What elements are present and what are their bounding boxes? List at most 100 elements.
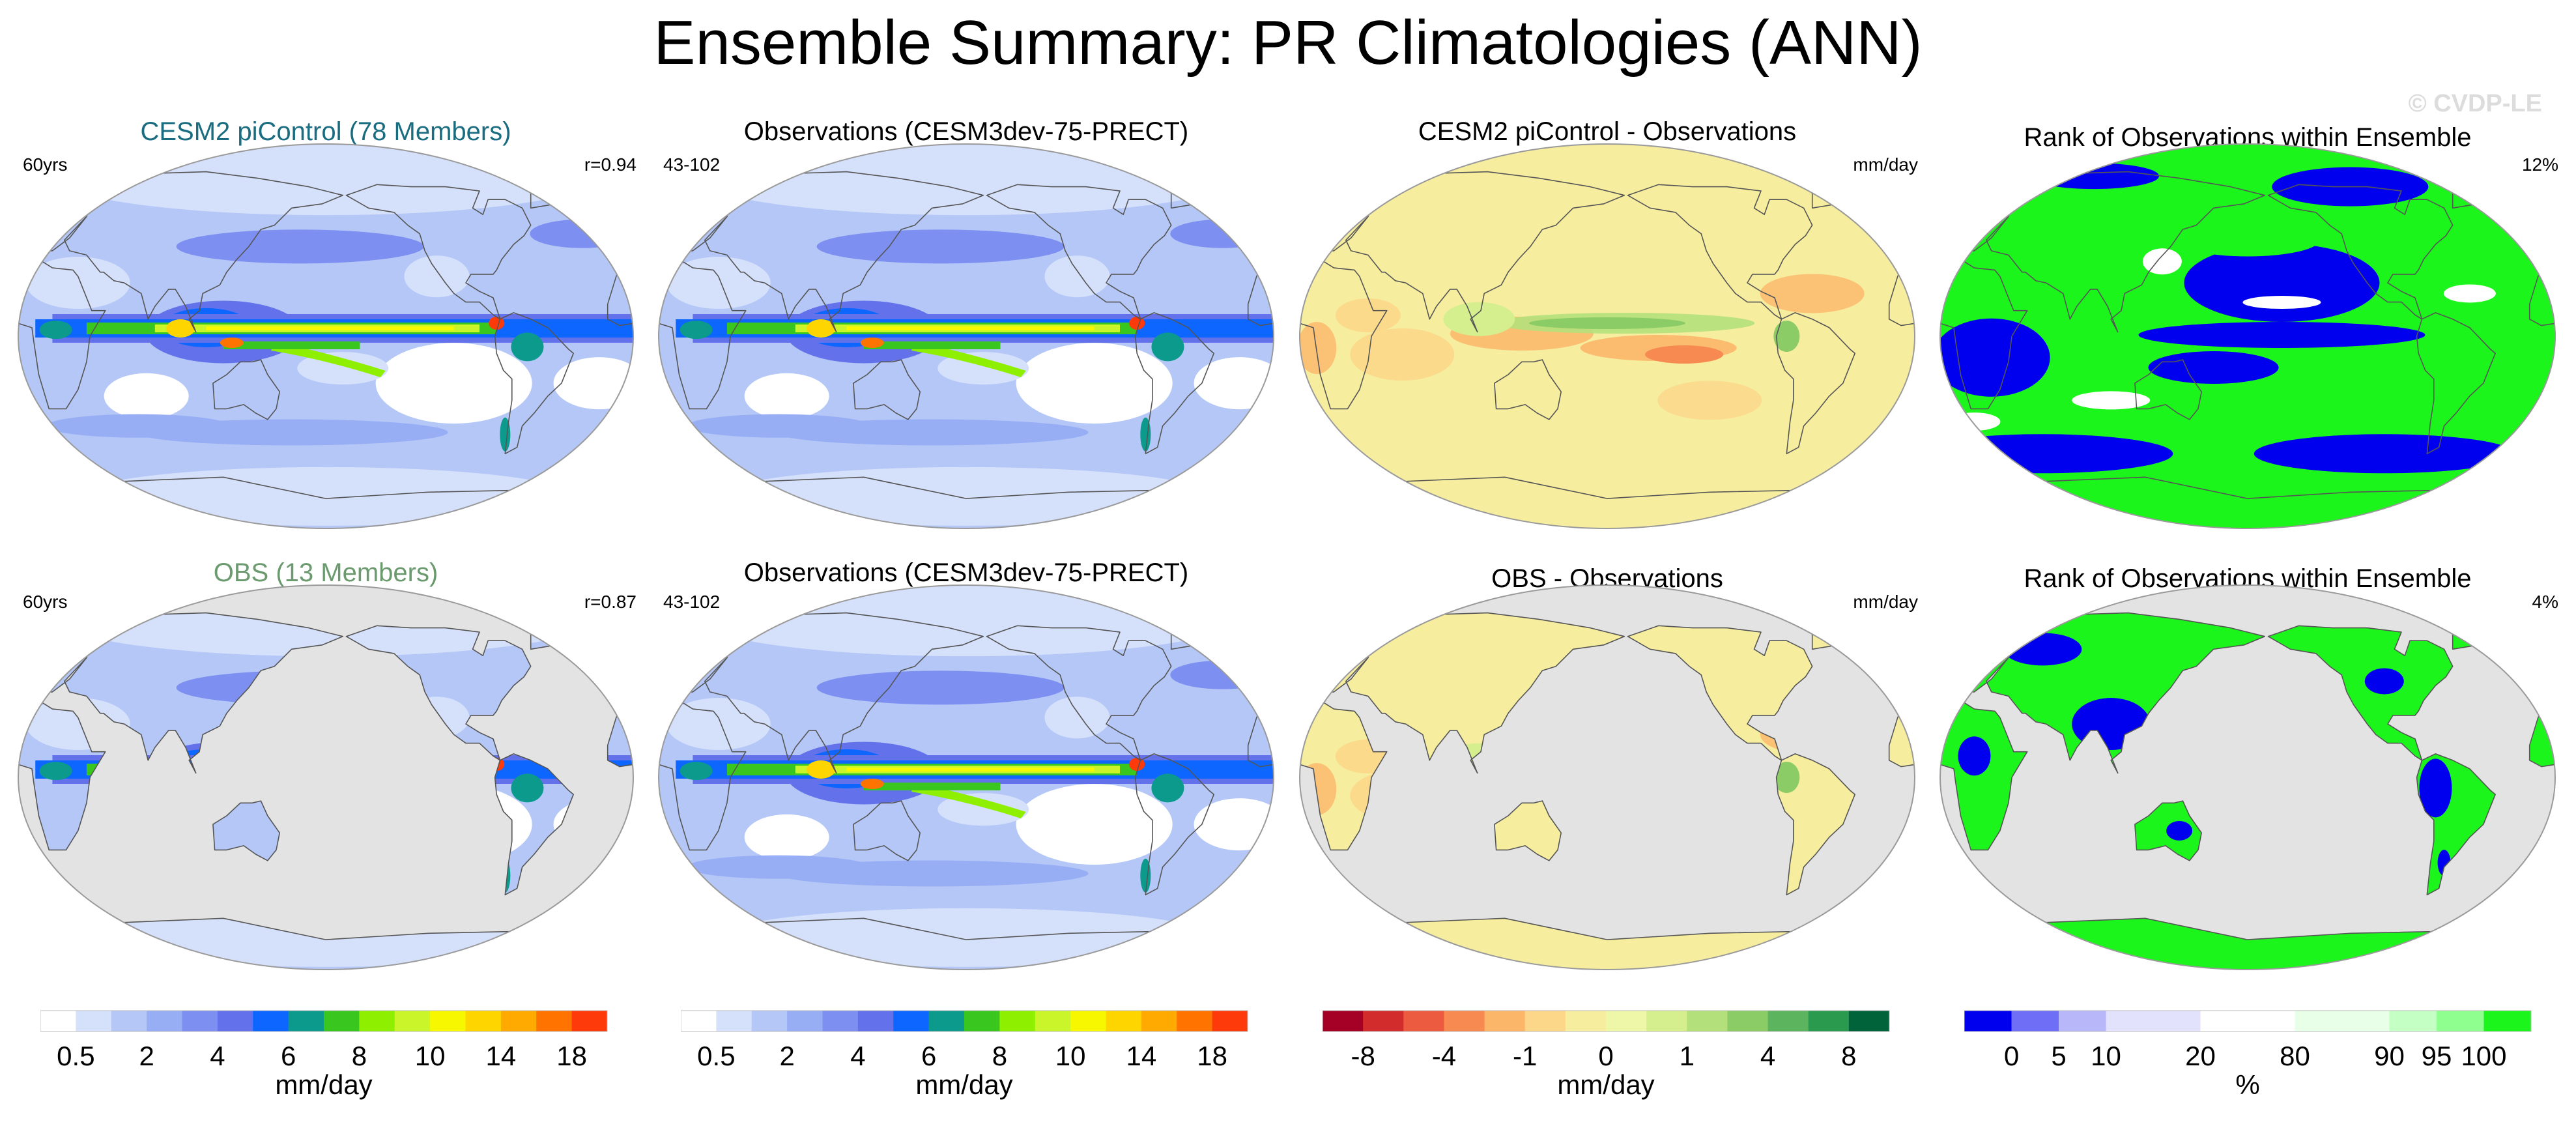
colorbar-swatch: [1035, 1011, 1071, 1031]
colorbar-tick-label: -1: [1513, 1041, 1537, 1071]
colorbar-swatch: [2059, 1011, 2106, 1031]
panel-title: CESM2 piControl (78 Members): [140, 117, 511, 146]
colorbar-swatch: [2295, 1011, 2343, 1031]
colorbar-swatch: [2011, 1011, 2059, 1031]
panel-units-label: mm/day: [1853, 592, 1918, 612]
colorbar-tick-label: -4: [1432, 1041, 1456, 1071]
map-field: [18, 144, 633, 528]
colorbar-unit-label: mm/day: [915, 1069, 1012, 1100]
colorbar-swatch: [430, 1011, 466, 1031]
colorbar-swatch: [1606, 1011, 1647, 1031]
colorbar-tick-label: 8: [1841, 1041, 1856, 1071]
colorbar-swatch: [359, 1011, 395, 1031]
colorbar-tick-label: 90: [2374, 1041, 2405, 1071]
colorbar-tick-label: 0.5: [57, 1041, 94, 1071]
colorbar-swatch: [2389, 1011, 2437, 1031]
precip-map: [18, 143, 634, 529]
colorbar-swatch: [1177, 1011, 1213, 1031]
colorbar-tick-label: 0: [1598, 1041, 1613, 1071]
colorbar-swatch: [857, 1011, 894, 1031]
colorbar-swatch: [1363, 1011, 1404, 1031]
colorbar-tick-label: 6: [281, 1041, 296, 1071]
colorbar-swatch: [893, 1011, 930, 1031]
colorbar-swatch: [1403, 1011, 1444, 1031]
watermark-text: © CVDP-LE: [2408, 90, 2542, 117]
panel-years-label: 60yrs: [23, 154, 68, 175]
panel-years-label: 43-102: [663, 154, 721, 175]
panel-correlation-label: r=0.94: [584, 154, 637, 175]
panel-years-label: 43-102: [663, 592, 721, 612]
colorbar-tick-label: 14: [486, 1041, 517, 1071]
panel-years-label: 60yrs: [23, 592, 68, 612]
colorbar-tick-label: 8: [352, 1041, 367, 1071]
colorbar-swatch: [787, 1011, 823, 1031]
colorbar-swatch: [76, 1011, 112, 1031]
colorbar-unit-label: mm/day: [275, 1069, 372, 1100]
colorbar-precip-2: 0.5 2 4 6 8 10 14 18 mm/day: [681, 1007, 1267, 1124]
precip-map: [18, 584, 634, 970]
panel-obs-ensemble-climatology: OBS (13 Members) 60yrs r=0.87: [10, 557, 642, 981]
colorbar-swatch: [1848, 1011, 1890, 1031]
colorbar-frame: [681, 1010, 1248, 1032]
colorbar-unit-label: mm/day: [1557, 1069, 1654, 1100]
colorbar-frame: [1323, 1010, 1890, 1032]
colorbar-swatch: [2248, 1011, 2295, 1031]
colorbar-swatch: [147, 1011, 182, 1031]
precip-map: [658, 143, 1274, 529]
colorbar-swatch: [536, 1011, 573, 1031]
colorbar-tick-label: 18: [1197, 1041, 1227, 1071]
colorbar-swatch: [1964, 1011, 2012, 1031]
panel-rank-row2: Rank of Observations within Ensemble 4%: [1932, 557, 2564, 981]
colorbar-tick-label: 4: [210, 1041, 225, 1071]
map-field: [1300, 585, 1915, 970]
colorbar-swatch: [1646, 1011, 1687, 1031]
colorbar-tick-label: 1: [1680, 1041, 1695, 1071]
panel-observations-climatology: Observations (CESM3dev-75-PRECT) 43-102: [650, 116, 1282, 540]
colorbar-swatch: [1727, 1011, 1769, 1031]
colorbar-swatch: [182, 1011, 218, 1031]
panel-title: CESM2 piControl - Observations: [1418, 117, 1797, 146]
panel-correlation-label: r=0.87: [584, 592, 637, 612]
colorbar-swatch: [111, 1011, 147, 1031]
colorbar-tick-label: 20: [2185, 1041, 2216, 1071]
colorbar-tick-label: 0.5: [697, 1041, 735, 1071]
ocean-mask: [18, 585, 633, 970]
colorbar-swatch: [1808, 1011, 1850, 1031]
colorbar-swatch: [40, 1011, 76, 1031]
colorbar-tick-label: 2: [139, 1041, 154, 1071]
colorbar-swatch: [1444, 1011, 1485, 1031]
colorbar-tick-label: 6: [921, 1041, 936, 1071]
colorbar-swatch: [288, 1011, 324, 1031]
colorbar-swatch: [324, 1011, 360, 1031]
colorbar-tick-label: 14: [1126, 1041, 1157, 1071]
panel-title: Observations (CESM3dev-75-PRECT): [743, 117, 1189, 146]
colorbar-swatch: [1141, 1011, 1177, 1031]
colorbar-tick-label: 18: [556, 1041, 587, 1071]
colorbar-swatch: [1565, 1011, 1607, 1031]
colorbar-tick-label: 10: [1055, 1041, 1086, 1071]
colorbar-swatch: [2106, 1011, 2154, 1031]
colorbar-swatch: [217, 1011, 253, 1031]
map-field: [1940, 585, 2555, 970]
colorbar-tick-label: 8: [992, 1041, 1007, 1071]
colorbar-swatch: [2437, 1011, 2484, 1031]
rank-map: [1939, 143, 2556, 529]
map-field: [18, 585, 633, 970]
colorbar-tick-label: 0: [2004, 1041, 2019, 1071]
colorbar-tick-label: 4: [1760, 1041, 1775, 1071]
precip-map: [658, 584, 1274, 970]
colorbar-frame: [40, 1010, 608, 1032]
colorbar-swatch: [751, 1011, 788, 1031]
colorbar-swatch: [1767, 1011, 1809, 1031]
colorbar-tick-label: -8: [1351, 1041, 1375, 1071]
colorbar-precip-1: 0.5 2 4 6 8 10 14 18 mm/day: [40, 1007, 627, 1124]
colorbar-swatch: [964, 1011, 1000, 1031]
colorbar-tick-label: 4: [850, 1041, 865, 1071]
colorbar-unit-label: %: [2235, 1069, 2259, 1100]
panel-units-label: mm/day: [1853, 154, 1918, 175]
colorbar-swatch: [500, 1011, 537, 1031]
panel-rank-percent: 4%: [2532, 592, 2558, 612]
colorbar-swatch: [571, 1011, 608, 1031]
colorbar-swatch: [1687, 1011, 1728, 1031]
colorbar-tick-label: 2: [779, 1041, 794, 1071]
